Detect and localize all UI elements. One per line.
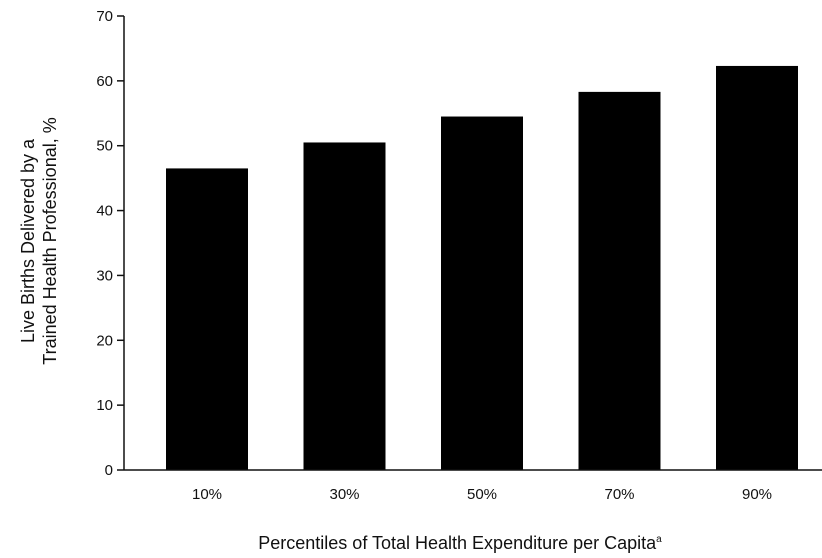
x-tick-label: 50% [467,486,497,503]
bar-90pct [716,65,798,470]
y-axis-title: Live Births Delivered by a Trained Healt… [18,117,60,364]
bar-30pct [303,142,386,470]
bars [166,65,798,471]
x-tick-label: 70% [604,486,634,503]
y-tick-label: 0 [105,462,113,479]
x-axis-title: Percentiles of Total Health Expenditure … [258,533,662,553]
y-axis-title-line-2: Trained Health Professional, % [40,117,60,364]
y-tick-label: 70 [96,8,113,25]
y-tick-label: 60 [96,73,113,90]
bar-70pct [578,91,661,470]
y-axis-title-line-1: Live Births Delivered by a [18,138,38,343]
y-tick-label: 10 [96,397,113,414]
bar-10pct [166,168,248,470]
x-axis-tick-labels: 10% 30% 50% 70% 90% [192,486,772,503]
bar-50pct [441,116,523,471]
x-tick-label: 90% [742,486,772,503]
y-tick-label: 40 [96,203,113,220]
y-axis-ticks: 0 10 20 30 40 50 60 70 [96,8,124,479]
y-tick-label: 30 [96,267,113,284]
y-tick-label: 50 [96,138,113,155]
y-tick-label: 20 [96,332,113,349]
x-tick-label: 10% [192,486,222,503]
x-axis-title-text: Percentiles of Total Health Expenditure … [258,533,657,553]
x-axis-title-superscript: a [656,534,662,545]
x-tick-label: 30% [329,486,359,503]
